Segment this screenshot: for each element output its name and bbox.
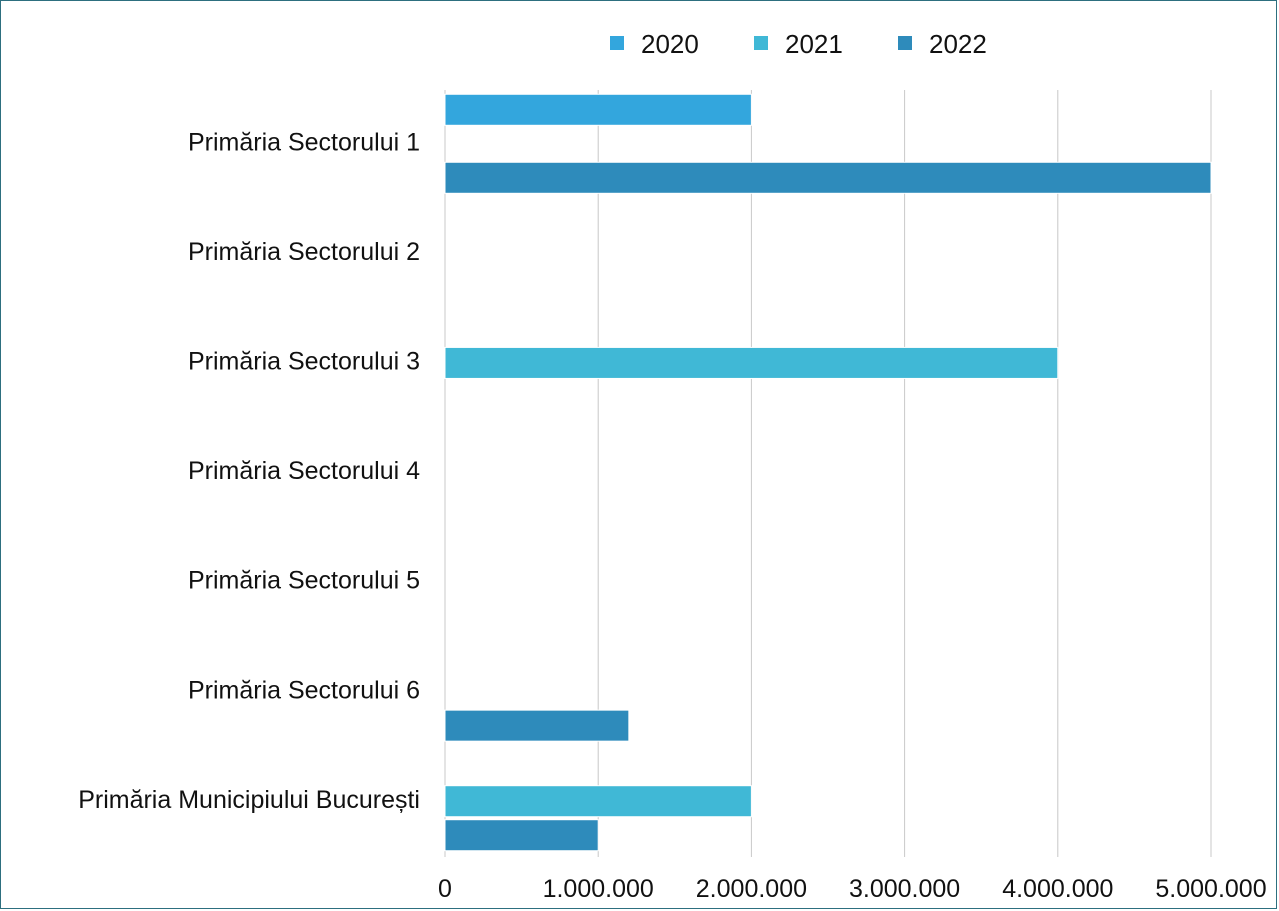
grid-layer bbox=[444, 90, 1212, 857]
category-label: Primăria Sectorului 3 bbox=[188, 348, 420, 376]
bar-2021-6 bbox=[444, 785, 752, 818]
bar-2021-2 bbox=[444, 346, 1059, 379]
bar-2022-5 bbox=[444, 709, 630, 742]
category-label: Primăria Municipiului București bbox=[78, 786, 420, 814]
category-label: Primăria Sectorului 1 bbox=[188, 128, 420, 156]
legend-label-2020: 2020 bbox=[641, 29, 699, 59]
x-tick-label: 0 bbox=[438, 875, 452, 903]
legend: 2020 2021 2022 bbox=[610, 29, 987, 59]
x-tick-label: 1.000.000 bbox=[543, 875, 654, 903]
legend-swatch-2021 bbox=[754, 36, 768, 50]
legend-swatch-2022 bbox=[898, 36, 912, 50]
bar-layer bbox=[444, 93, 1212, 852]
x-tick-label: 2.000.000 bbox=[696, 875, 807, 903]
category-labels: Primăria Sectorului 1 Primăria Sectorului… bbox=[78, 128, 420, 813]
x-tick-label: 4.000.000 bbox=[1002, 875, 1113, 903]
x-tick-label: 3.000.000 bbox=[849, 875, 960, 903]
x-axis-tick-labels: 0 1.000.000 2.000.000 3.000.000 4.000.000 5.0… bbox=[438, 875, 1267, 903]
x-tick-label: 5.000.000 bbox=[1155, 875, 1266, 903]
legend-label-2021: 2021 bbox=[785, 29, 843, 59]
category-label: Primăria Sectorului 2 bbox=[188, 238, 420, 266]
bar-2022-0 bbox=[444, 161, 1212, 194]
bar-2022-6 bbox=[444, 819, 599, 852]
category-label: Primăria Sectorului 4 bbox=[188, 457, 420, 485]
legend-swatch-2020 bbox=[610, 36, 624, 50]
legend-label-2022: 2022 bbox=[929, 29, 987, 59]
bar-2020-0 bbox=[444, 93, 752, 126]
category-label: Primăria Sectorului 6 bbox=[188, 676, 420, 704]
category-label: Primăria Sectorului 5 bbox=[188, 567, 420, 595]
